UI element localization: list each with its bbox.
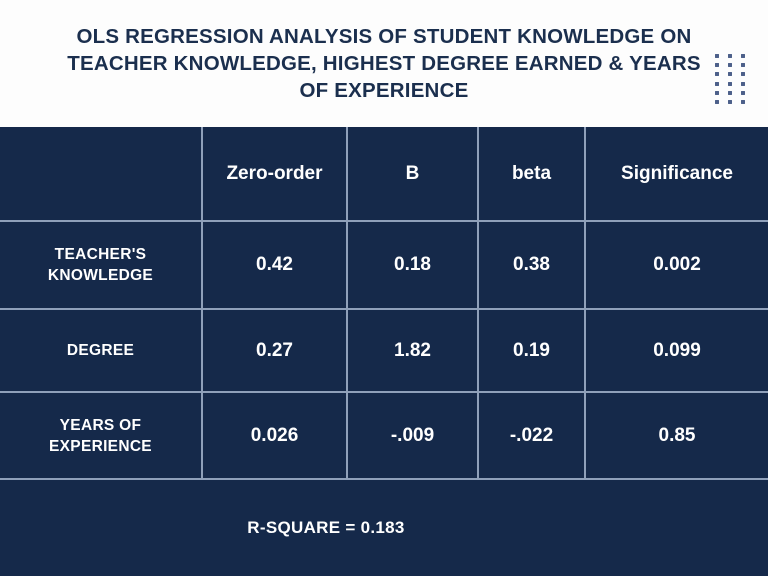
dot-icon bbox=[728, 54, 732, 58]
page-title: OLS Regression Analysis of Student Knowl… bbox=[67, 25, 701, 102]
cell-significance: 0.002 bbox=[653, 254, 701, 275]
dot-icon bbox=[728, 90, 732, 95]
table-footer-row: R-SQUARE = 0.183 bbox=[0, 480, 768, 576]
header-cell-b: B bbox=[348, 127, 479, 220]
dot-icon bbox=[741, 54, 745, 58]
dot-icon bbox=[715, 81, 719, 86]
cell-significance: 0.099 bbox=[653, 339, 701, 361]
dot-grid-decoration bbox=[715, 54, 754, 109]
header-cell-significance: Significance bbox=[621, 163, 733, 184]
cell-zero-order: 0.026 bbox=[203, 393, 348, 478]
title-region: OLS Regression Analysis of Student Knowl… bbox=[0, 0, 768, 127]
dot-icon bbox=[715, 99, 719, 104]
cell-zero-order: 0.27 bbox=[203, 310, 348, 391]
table-row: YEARS OF EXPERIENCE 0.026 -.009 -.022 0.… bbox=[0, 393, 768, 480]
header-cell-blank bbox=[0, 127, 203, 220]
table-row: DEGREE 0.27 1.82 0.19 0.099 bbox=[0, 310, 768, 393]
dot-icon bbox=[741, 99, 745, 104]
dot-icon bbox=[715, 72, 719, 77]
cell-beta: -.022 bbox=[479, 393, 586, 478]
cell-significance: 0.85 bbox=[658, 424, 696, 446]
regression-results-table: Zero-order B beta Significance TEACHER'S… bbox=[0, 127, 768, 576]
cell-beta: 0.38 bbox=[479, 222, 586, 308]
table-header-row: Zero-order B beta Significance bbox=[0, 127, 768, 222]
table-row: TEACHER'S KNOWLEDGE 0.42 0.18 0.38 0.002 bbox=[0, 222, 768, 310]
dot-icon bbox=[728, 72, 732, 77]
dot-icon bbox=[715, 90, 719, 95]
r-square-summary: R-SQUARE = 0.183 bbox=[247, 518, 405, 537]
dot-icon bbox=[741, 81, 745, 86]
dot-icon bbox=[728, 63, 732, 68]
dot-icon bbox=[728, 99, 732, 104]
cell-b: -.009 bbox=[348, 393, 479, 478]
dot-icon bbox=[741, 90, 745, 95]
row-label-years-of-experience: YEARS OF EXPERIENCE bbox=[0, 393, 203, 478]
cell-beta: 0.19 bbox=[479, 310, 586, 391]
cell-b: 1.82 bbox=[348, 310, 479, 391]
dot-icon bbox=[715, 63, 719, 68]
cell-b: 0.18 bbox=[348, 222, 479, 308]
dot-icon bbox=[728, 81, 732, 86]
dot-icon bbox=[715, 54, 719, 58]
cell-zero-order: 0.42 bbox=[203, 222, 348, 308]
row-label-teachers-knowledge: TEACHER'S KNOWLEDGE bbox=[0, 222, 203, 308]
header-cell-zero-order: Zero-order bbox=[203, 127, 348, 220]
row-label-degree: DEGREE bbox=[0, 310, 203, 391]
header-cell-beta: beta bbox=[479, 127, 586, 220]
dot-icon bbox=[741, 72, 745, 77]
dot-icon bbox=[741, 63, 745, 68]
